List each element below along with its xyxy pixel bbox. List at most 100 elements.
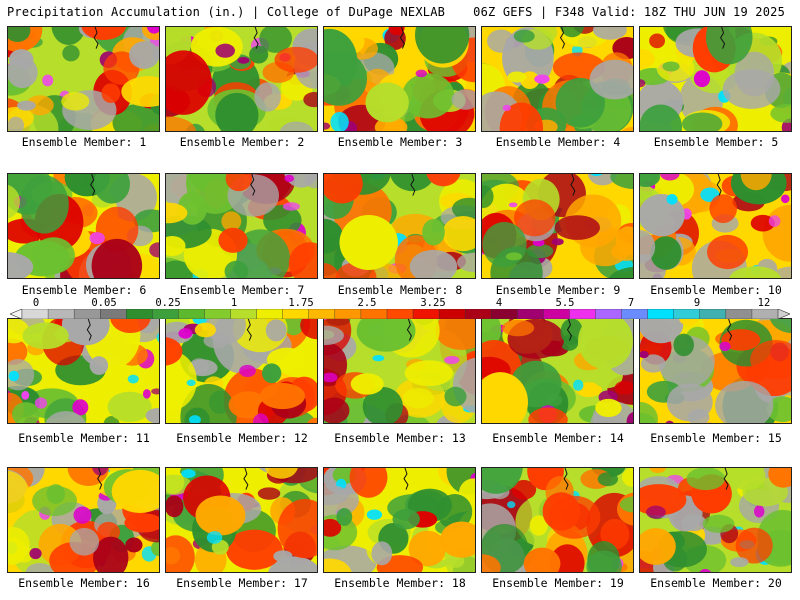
- coastline-outline: [243, 468, 249, 490]
- ensemble-member-map: [165, 173, 318, 279]
- ensemble-member-label: Ensemble Member: 4: [495, 135, 621, 149]
- map-title: Precipitation Accumulation (in.) | Colle…: [7, 5, 446, 19]
- colorbar-tick-label: 0: [32, 297, 40, 309]
- colorbar-swatch: [699, 309, 727, 319]
- colorbar-tick-label: 1: [230, 297, 238, 309]
- colorbar-swatch: [464, 309, 492, 319]
- ensemble-member-map: [639, 26, 792, 132]
- ensemble-member-map: [481, 318, 634, 424]
- colorbar-tick-label: 4: [495, 297, 503, 309]
- ensemble-member-label: Ensemble Member: 1: [21, 135, 147, 149]
- ensemble-member-map: [7, 173, 160, 279]
- colorbar-swatch: [152, 309, 179, 319]
- colorbar-swatch: [438, 309, 466, 319]
- ensemble-member-map: [639, 318, 792, 424]
- colorbar-swatch: [282, 309, 310, 319]
- colorbar-tick-label: 12: [757, 297, 771, 309]
- colorbar-swatch: [100, 309, 127, 319]
- coastline-outline: [410, 174, 416, 196]
- ensemble-member-map: [481, 173, 634, 279]
- colorbar-tick-label: 1.75: [288, 297, 314, 309]
- colorbar-tick-labels: 0 0.05 0.25 1 1.75 2.5 3.25 4 5.5 7 9 12: [0, 297, 800, 309]
- colorbar-swatch: [386, 309, 414, 319]
- colorbar-swatch: [543, 309, 570, 319]
- ensemble-member-map: [165, 318, 318, 424]
- ensemble-member-label: Ensemble Member: 6: [21, 283, 147, 297]
- ensemble-member-label: Ensemble Member: 7: [179, 283, 305, 297]
- colorbar-tick-label: 5.5: [555, 297, 575, 309]
- coastline-outline: [86, 319, 92, 341]
- coastline-outline: [399, 27, 405, 49]
- ensemble-member-label: Ensemble Member: 11: [18, 431, 150, 445]
- coastline-outline: [403, 468, 409, 490]
- ensemble-member-label: Ensemble Member: 18: [334, 576, 466, 590]
- ensemble-member-label: Ensemble Member: 12: [176, 431, 308, 445]
- ensemble-member-label: Ensemble Member: 5: [653, 135, 779, 149]
- colorbar-swatch: [621, 309, 649, 319]
- colorbar-swatch: [725, 309, 753, 319]
- ensemble-member-label: Ensemble Member: 3: [337, 135, 463, 149]
- colorbar-swatch: [517, 309, 544, 319]
- ensemble-member-map: [7, 318, 160, 424]
- ensemble-member-label: Ensemble Member: 17: [176, 576, 308, 590]
- colorbar-swatch: [673, 309, 701, 319]
- colorbar-swatch: [491, 309, 518, 319]
- ensemble-member-label: Ensemble Member: 16: [18, 576, 150, 590]
- ensemble-member-label: Ensemble Member: 10: [650, 283, 782, 297]
- colorbar-swatch: [360, 309, 388, 319]
- colorbar-swatch: [178, 309, 205, 319]
- colorbar-swatch: [230, 309, 258, 319]
- ensemble-member-map: [323, 318, 476, 424]
- coastline-outline: [723, 468, 729, 490]
- coastline-outline: [97, 468, 103, 490]
- colorbar-swatch: [73, 309, 101, 319]
- colorbar-tick-label: 2.5: [357, 297, 377, 309]
- colorbar-swatch: [308, 309, 336, 319]
- colorbar-swatch: [595, 309, 623, 319]
- colorbar-swatch: [751, 309, 779, 319]
- ensemble-member-map: [165, 26, 318, 132]
- colorbar-tick-label: 7: [627, 297, 635, 309]
- coastline-outline: [90, 174, 96, 196]
- colorbar-swatch: [334, 309, 362, 319]
- coastline-outline: [716, 174, 722, 196]
- colorbar-swatch: [47, 309, 75, 319]
- ensemble-member-label: Ensemble Member: 20: [650, 576, 782, 590]
- colorbar-tick-label: 0.05: [91, 297, 117, 309]
- model-run-valid-time: 06Z GEFS | F348 Valid: 18Z THU JUN 19 20…: [473, 5, 785, 19]
- ensemble-member-label: Ensemble Member: 15: [650, 431, 782, 445]
- ensemble-member-map: [323, 467, 476, 573]
- coastline-outline: [726, 319, 733, 341]
- ensemble-member-map: [481, 26, 634, 132]
- colorbar-tick-label: 3.25: [420, 297, 446, 309]
- colorbar-swatch: [21, 309, 49, 319]
- ensemble-member-label: Ensemble Member: 13: [334, 431, 466, 445]
- colorbar-swatch: [569, 309, 597, 319]
- ensemble-member-label: Ensemble Member: 9: [495, 283, 621, 297]
- precip-colorbar: [10, 309, 790, 319]
- ensemble-member-map: [7, 26, 160, 132]
- coastline-outline: [250, 174, 256, 196]
- coastline-outline: [406, 319, 412, 341]
- coastline-outline: [559, 27, 566, 49]
- coastline-outline: [566, 319, 572, 341]
- coastline-outline: [93, 27, 99, 49]
- ensemble-member-label: Ensemble Member: 8: [337, 283, 463, 297]
- colorbar-left-arrow: [10, 309, 23, 319]
- ensemble-member-map: [323, 26, 476, 132]
- ensemble-member-map: [639, 467, 792, 573]
- colorbar-swatch: [256, 309, 284, 319]
- colorbar-swatch: [647, 309, 675, 319]
- ensemble-member-map: [639, 173, 792, 279]
- ensemble-member-label: Ensemble Member: 2: [179, 135, 305, 149]
- coastline-outline: [570, 174, 576, 196]
- coastline-outline: [563, 468, 569, 490]
- colorbar-tick-label: 9: [693, 297, 701, 309]
- ensemble-member-map: [481, 467, 634, 573]
- colorbar-swatch: [204, 309, 232, 319]
- coastline-outline: [720, 27, 726, 49]
- colorbar-tick-label: 0.25: [155, 297, 181, 309]
- ensemble-member-label: Ensemble Member: 14: [492, 431, 624, 445]
- ensemble-member-map: [165, 467, 318, 573]
- colorbar-right-arrow: [777, 309, 790, 319]
